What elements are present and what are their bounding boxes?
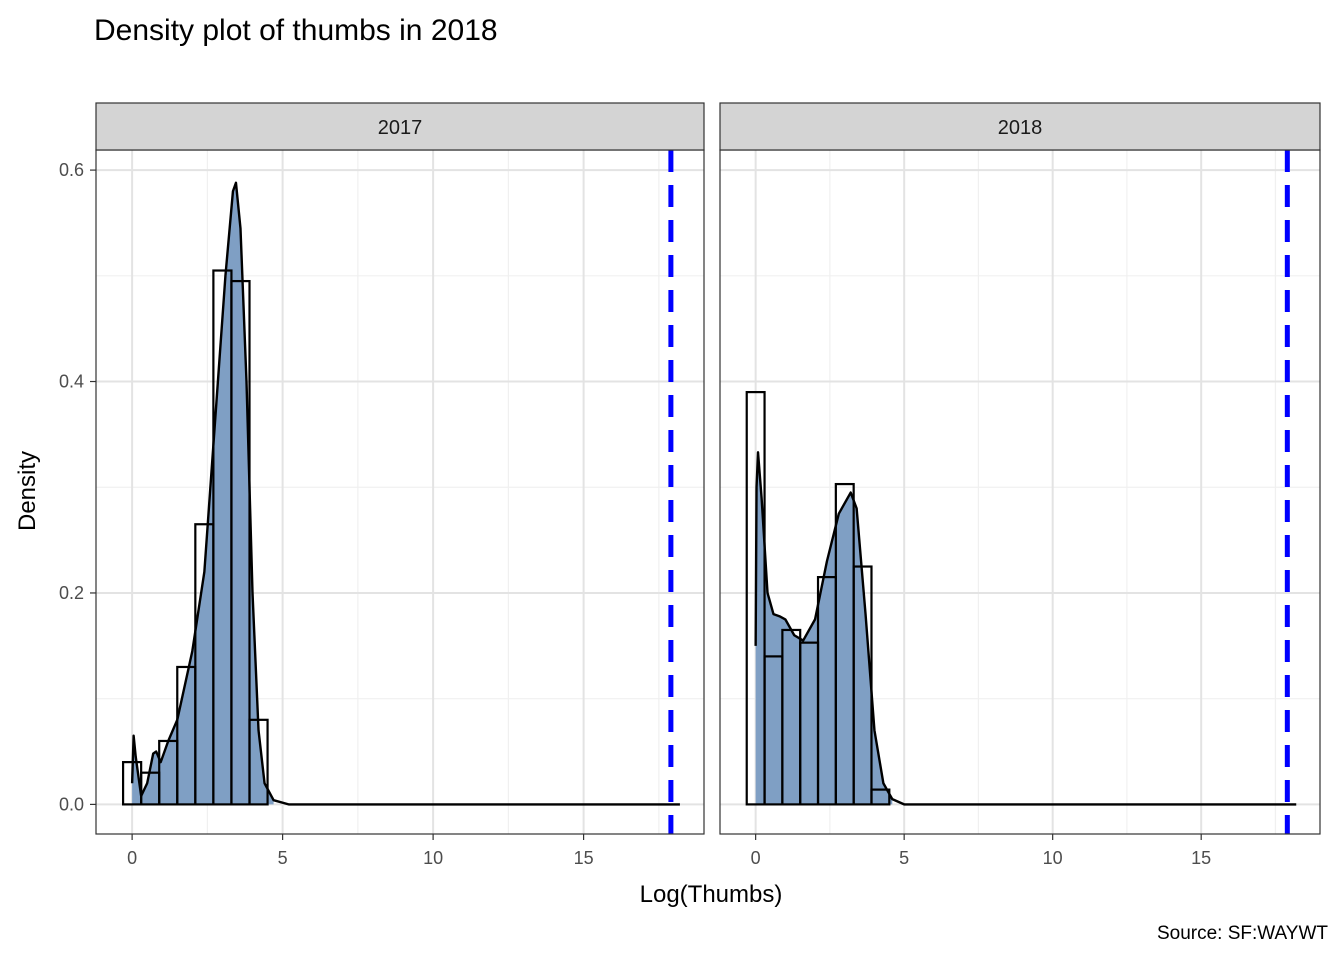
x-tick-label: 10 [423, 848, 443, 868]
facet-strip [719, 102, 1321, 151]
histogram-bar-8 [870, 788, 891, 806]
x-tick-label: 0 [751, 848, 761, 868]
density-area [755, 452, 893, 805]
x-tick-label: 15 [1191, 848, 1211, 868]
y-tick-label: 0.4 [59, 372, 84, 392]
y-tick-label: 0.0 [59, 794, 84, 814]
x-tick-label: 5 [899, 848, 909, 868]
chart-title: Density plot of thumbs in 2018 [94, 14, 498, 47]
y-axis: 0.0 0.2 0.4 0.6 [59, 160, 96, 814]
density-curve [754, 451, 1297, 806]
facet-panels: 2017 0 5 10 15 2018 0 5 10 15 0.0 0.2 0.4 0.6 [59, 102, 1321, 868]
x-tick-label: 0 [127, 848, 137, 868]
x-axis-title: Log(Thumbs) [640, 881, 783, 908]
facet-strip [95, 102, 705, 151]
y-axis-title: Density [14, 451, 41, 531]
facet-panel-2017: 2017 0 5 10 15 [95, 102, 705, 868]
facet-panel-2018: 2018 0 5 10 15 [719, 102, 1321, 868]
x-tick-label: 5 [278, 848, 288, 868]
x-tick-label: 10 [1043, 848, 1063, 868]
density-curve [130, 181, 680, 806]
facet-strip-label: 2018 [998, 117, 1043, 139]
y-tick-label: 0.2 [59, 583, 84, 603]
source-caption: Source: SF:WAYWT [1157, 923, 1328, 944]
x-tick-label: 15 [574, 848, 594, 868]
histogram-bar-7 [230, 279, 251, 806]
density-area [132, 182, 274, 805]
facet-strip-label: 2017 [378, 117, 423, 139]
y-tick-label: 0.6 [59, 160, 84, 180]
histogram-bar-1 [745, 390, 766, 806]
